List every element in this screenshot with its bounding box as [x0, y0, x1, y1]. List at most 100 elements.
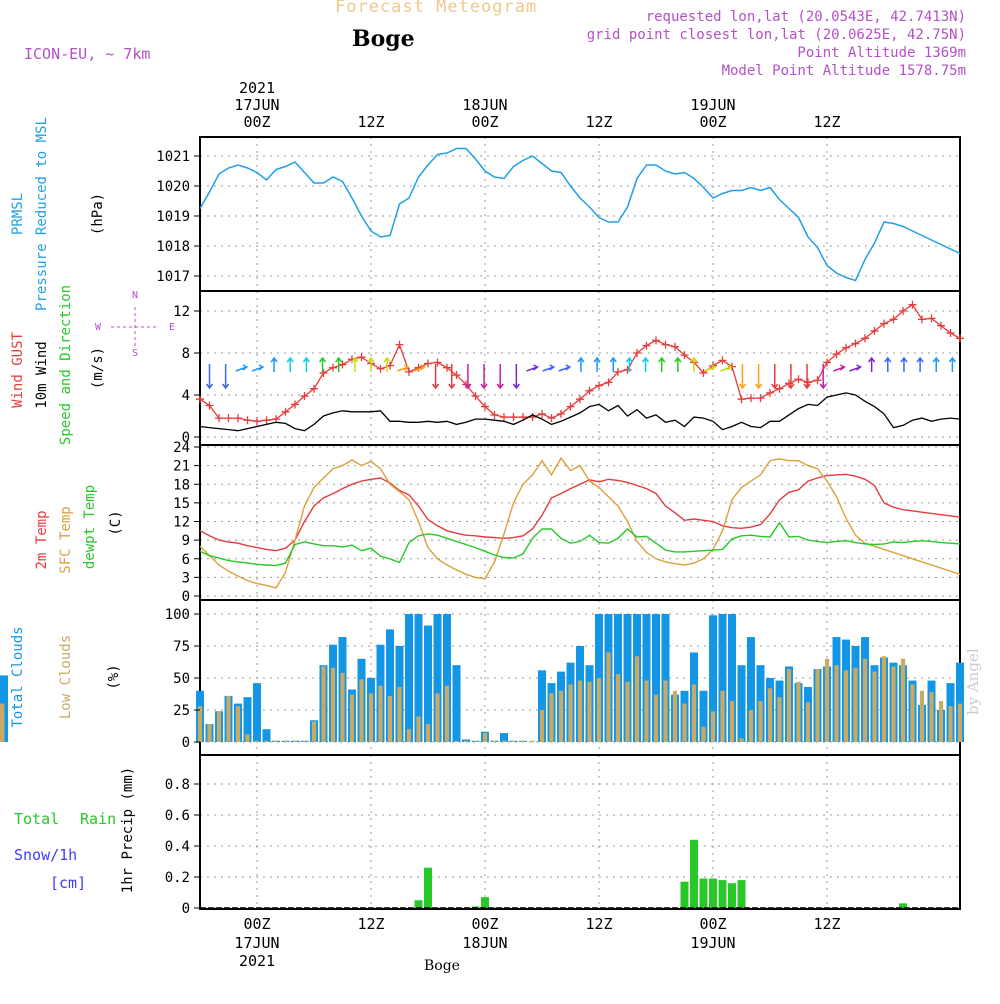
panel-frame-wind: [199, 290, 961, 446]
gust-marker: [319, 368, 328, 377]
gust-marker: [642, 341, 651, 350]
wind-direction-arrow: [609, 356, 617, 372]
ytick-label-precip-4: 0.8: [165, 777, 190, 793]
total-cloud-bar: [386, 629, 394, 742]
gust-marker: [490, 410, 499, 419]
low-cloud-bar: [748, 710, 754, 742]
line-dewpt-temp: [199, 521, 961, 567]
total-cloud-bar: [718, 614, 727, 742]
ytick-label-temperature-7: 21: [173, 459, 190, 475]
low-cloud-bar: [359, 679, 364, 742]
low-cloud-bar: [710, 711, 716, 742]
wind-direction-arrow: [512, 364, 520, 390]
gust-marker: [405, 367, 413, 376]
low-cloud-bar: [501, 740, 507, 742]
wind-direction-arrow: [703, 364, 717, 372]
gust-marker: [671, 342, 679, 351]
low-cloud-bar: [653, 694, 659, 742]
model-name: ICON-EU, ~ 7km: [24, 45, 151, 63]
ytick-label-precip-0: 0: [182, 901, 190, 917]
low-cloud-bar: [368, 693, 374, 742]
gust-marker: [509, 413, 518, 422]
gust-marker: [652, 336, 660, 345]
total-cloud-bar: [500, 733, 508, 742]
low-cloud-bar: [425, 724, 431, 742]
wind-direction-arrow: [205, 364, 214, 390]
low-cloud-bar: [615, 674, 621, 742]
ytick-label-clouds-0: 0: [182, 735, 190, 751]
ytick-label-clouds-2: 50: [173, 671, 190, 687]
wind-direction-arrow: [335, 356, 343, 372]
gust-marker: [851, 339, 860, 348]
low-cloud-bar: [406, 729, 412, 742]
gust-marker: [680, 351, 689, 360]
top-time-label-5: 12Z: [813, 113, 840, 131]
gust-marker: [424, 359, 432, 368]
wind-direction-arrow: [787, 364, 795, 390]
rain-bar: [899, 903, 907, 908]
gust-marker: [500, 413, 508, 422]
low-cloud-bar: [340, 672, 345, 742]
gust-marker: [452, 371, 461, 380]
gust-marker: [253, 417, 261, 426]
ytick-label-wind-0: 0: [182, 430, 190, 446]
gust-marker: [918, 315, 926, 324]
bottom-time-label-5: 12Z: [813, 915, 840, 933]
low-cloud-bar: [321, 666, 326, 742]
panel-frame-precip: [199, 754, 961, 910]
rain-bar: [718, 880, 727, 908]
ytick-label-precip-2: 0.4: [165, 839, 190, 855]
panel-label-clouds-1: Low Clouds: [58, 635, 74, 719]
low-cloud-bar: [492, 740, 497, 742]
top-time-label-3: 12Z: [585, 113, 612, 131]
gust-marker: [604, 378, 613, 387]
gust-line: [199, 303, 961, 422]
wind-direction-arrow: [222, 364, 230, 390]
wind-direction-arrow: [738, 364, 747, 390]
chart-title: Forecast Meteogram: [335, 0, 538, 17]
panel-label-clouds-0: Total Clouds: [10, 626, 26, 727]
wind-direction-arrow: [397, 364, 410, 372]
low-cloud-bar: [330, 667, 336, 742]
wind-direction-arrow: [916, 356, 924, 372]
panel-label-pressure-1: Pressure Reduced to MSL: [34, 117, 50, 311]
low-cloud-bar: [691, 684, 697, 742]
low-cloud-bar: [587, 681, 592, 742]
gust-marker: [832, 350, 841, 359]
low-cloud-bar: [378, 685, 383, 742]
low-cloud-bar: [511, 740, 516, 742]
wind-direction-arrow: [526, 364, 539, 372]
low-cloud-bar: [853, 667, 858, 742]
gust-marker: [443, 363, 451, 372]
rain-bar: [481, 897, 489, 908]
wind-direction-arrow: [318, 356, 327, 372]
top-year-label: 2021: [239, 79, 275, 97]
gust-marker: [823, 358, 831, 367]
low-cloud-bar: [245, 734, 250, 742]
rain-bar: [728, 883, 736, 908]
low-cloud-bar: [919, 690, 925, 742]
low-cloud-bar: [596, 678, 602, 742]
wind-direction-arrow: [819, 364, 827, 390]
low-cloud-bar: [834, 665, 839, 742]
bottom-time-label-4: 00Z: [699, 915, 726, 933]
low-cloud-bar: [729, 701, 735, 742]
point-altitude: Point Altitude 1369m: [797, 45, 966, 61]
gust-marker: [243, 416, 252, 425]
panel-label-wind-1: 10m Wind: [34, 341, 50, 408]
gridpoint-coords: grid point closest lon,lat (20.0625E, 42…: [586, 27, 966, 43]
low-cloud-bar: [777, 697, 782, 742]
low-cloud-bar: [634, 656, 640, 742]
wind-direction-arrow: [413, 364, 426, 372]
wind-direction-arrow: [720, 364, 733, 372]
wind-direction-arrow: [542, 364, 556, 372]
wind-direction-arrow: [658, 356, 666, 372]
ytick-label-temperature-5: 15: [173, 496, 190, 512]
gust-marker: [775, 384, 784, 393]
low-cloud-bar: [0, 703, 5, 742]
wind-direction-arrow: [868, 356, 876, 372]
low-cloud-bar: [207, 724, 212, 742]
panel-label-clouds-2: (%): [106, 664, 122, 689]
gust-marker: [842, 343, 850, 352]
gust-marker: [338, 360, 347, 369]
